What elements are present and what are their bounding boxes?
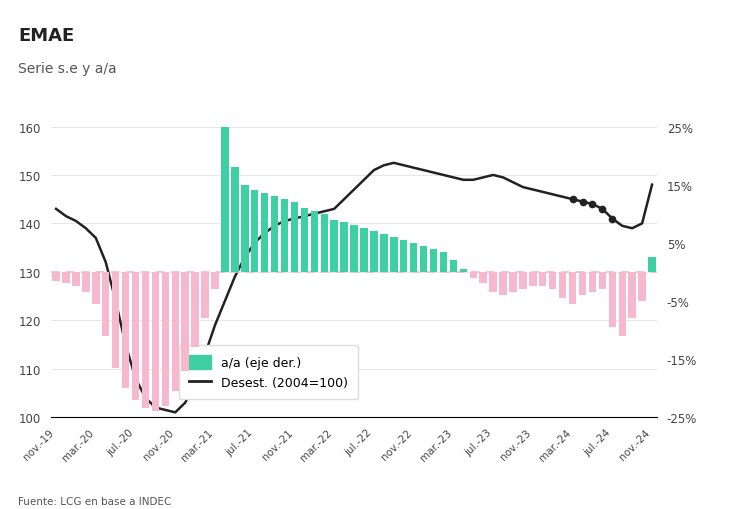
Bar xyxy=(182,272,189,371)
Bar xyxy=(370,232,377,272)
Bar xyxy=(211,272,219,290)
Bar xyxy=(499,272,507,296)
Bar xyxy=(281,200,288,272)
Bar xyxy=(271,197,278,272)
Bar xyxy=(579,272,586,296)
Bar xyxy=(320,214,328,272)
Bar xyxy=(72,272,80,287)
Bar xyxy=(480,272,487,284)
Bar xyxy=(599,272,606,290)
Legend: a/a (eje der.), Desest. (2004=100): a/a (eje der.), Desest. (2004=100) xyxy=(179,346,358,400)
Bar xyxy=(489,272,497,293)
Bar xyxy=(629,272,636,319)
Bar xyxy=(410,243,418,272)
Bar xyxy=(340,223,347,272)
Bar xyxy=(618,272,626,336)
Text: Fuente: LCG en base a INDEC: Fuente: LCG en base a INDEC xyxy=(18,496,172,506)
Bar xyxy=(380,235,388,272)
Bar xyxy=(638,272,646,301)
Bar xyxy=(350,226,358,272)
Bar xyxy=(301,209,308,272)
Bar xyxy=(519,272,526,290)
Bar xyxy=(331,220,338,272)
Bar xyxy=(588,272,596,293)
Bar xyxy=(62,272,70,284)
Bar xyxy=(648,258,656,272)
Bar xyxy=(400,240,407,272)
Bar xyxy=(132,272,139,400)
Bar xyxy=(201,272,209,319)
Bar xyxy=(92,272,99,304)
Bar xyxy=(53,272,60,281)
Bar xyxy=(82,272,90,293)
Text: EMAE: EMAE xyxy=(18,26,74,45)
Bar xyxy=(390,238,398,272)
Bar xyxy=(510,272,517,293)
Bar xyxy=(559,272,566,298)
Bar xyxy=(112,272,120,368)
Bar xyxy=(102,272,109,336)
Bar xyxy=(191,272,199,348)
Bar xyxy=(439,252,447,272)
Bar xyxy=(549,272,556,290)
Bar xyxy=(569,272,576,304)
Bar xyxy=(172,272,179,391)
Bar xyxy=(430,249,437,272)
Bar xyxy=(122,272,129,388)
Bar xyxy=(152,272,159,412)
Bar xyxy=(291,203,298,272)
Bar xyxy=(529,272,537,287)
Bar xyxy=(241,185,248,272)
Bar xyxy=(310,211,318,272)
Bar xyxy=(142,272,149,409)
Bar xyxy=(261,194,269,272)
Bar xyxy=(161,272,169,406)
Bar xyxy=(469,272,477,278)
Text: Serie s.e y a/a: Serie s.e y a/a xyxy=(18,62,117,76)
Bar xyxy=(450,261,457,272)
Bar xyxy=(251,191,258,272)
Bar xyxy=(420,246,427,272)
Bar xyxy=(231,168,239,272)
Bar xyxy=(361,229,368,272)
Bar xyxy=(460,269,467,272)
Bar xyxy=(609,272,616,327)
Bar xyxy=(539,272,547,287)
Bar xyxy=(221,127,228,272)
